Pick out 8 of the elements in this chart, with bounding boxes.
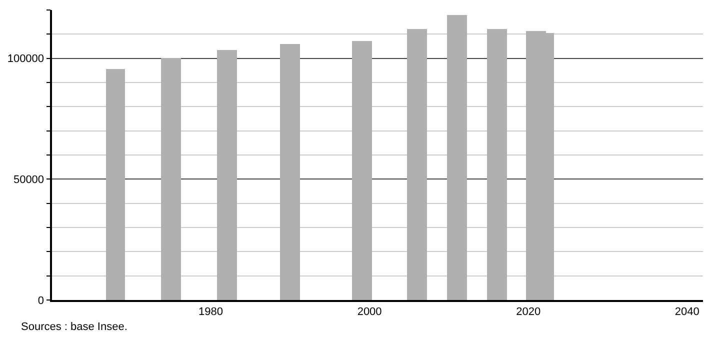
x-tick-label: 2040 [674,306,700,318]
x-tick-label: 2020 [516,306,541,318]
source-note: Sources : base Insee. [21,321,128,333]
x-tick-label: 2000 [357,306,382,318]
y-tick-label: 0 [38,294,44,307]
y-tick-label: 100000 [7,53,44,66]
y-tick-label: 50000 [13,174,44,186]
x-tick-label: 1980 [198,306,224,318]
